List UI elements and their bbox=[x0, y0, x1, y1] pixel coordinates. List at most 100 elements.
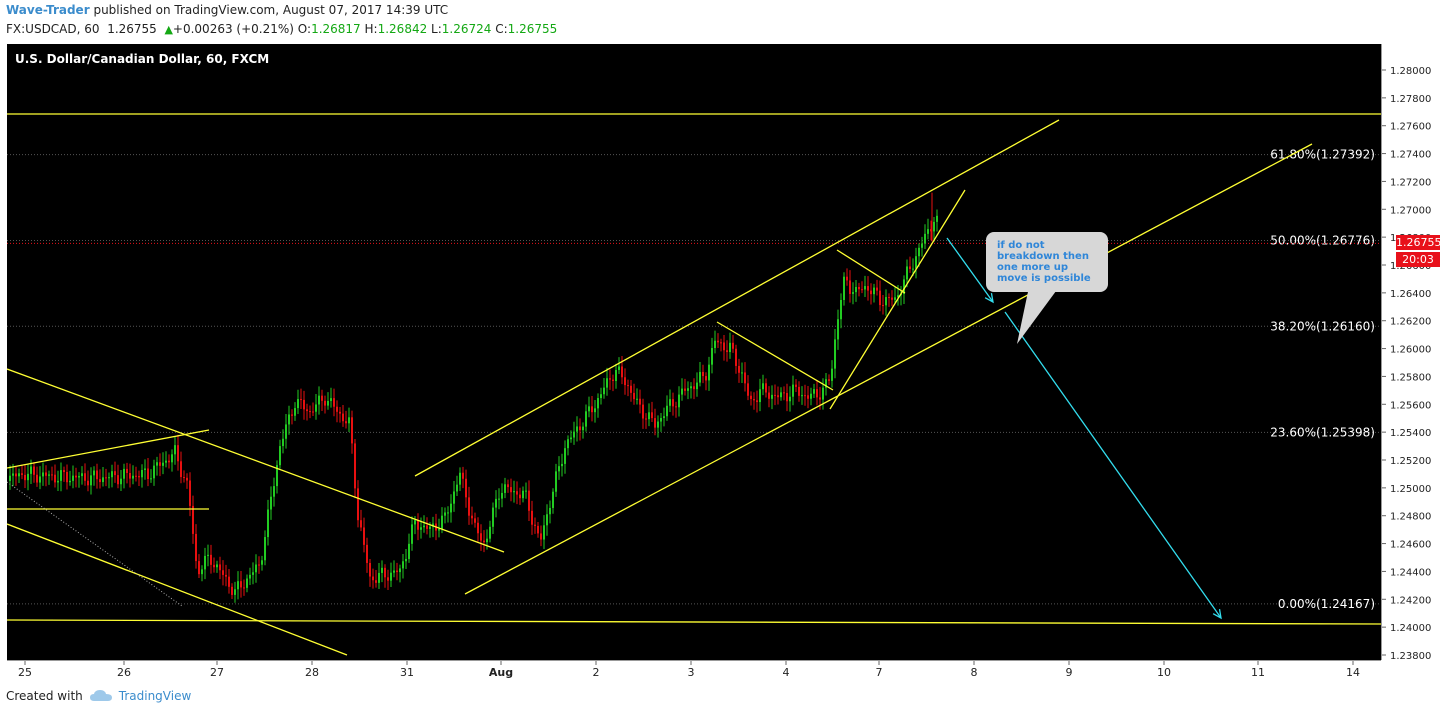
candle-body bbox=[687, 388, 689, 391]
flag-top-line bbox=[836, 249, 906, 294]
candle-body bbox=[627, 385, 629, 387]
candle-body bbox=[183, 477, 185, 479]
candle-body bbox=[369, 562, 371, 577]
candle-body bbox=[12, 473, 14, 476]
price-axis[interactable]: 1.28000 1.27800 1.27600 1.27400 1.27200 1.270… bbox=[1381, 44, 1440, 662]
candle-body bbox=[894, 297, 896, 300]
candle-body bbox=[390, 572, 392, 581]
projection-arrow-short-head bbox=[984, 293, 994, 304]
candle-body bbox=[612, 379, 614, 382]
candle-body bbox=[498, 498, 500, 500]
candle-body bbox=[834, 339, 836, 369]
time-tick-label: 11 bbox=[1251, 666, 1265, 679]
candle-body bbox=[189, 480, 191, 506]
candle-body bbox=[882, 305, 884, 307]
candle-body bbox=[15, 473, 17, 477]
projection-arrow-long-head bbox=[1212, 609, 1222, 620]
candle-body bbox=[735, 348, 737, 366]
candle-body bbox=[375, 580, 377, 583]
countdown-badge: 20:03 bbox=[1396, 252, 1440, 267]
candle-body bbox=[357, 488, 359, 521]
candle-body bbox=[873, 287, 875, 295]
candle-body bbox=[924, 233, 926, 244]
candle-body bbox=[420, 527, 422, 530]
open-value: 1.26817 bbox=[311, 22, 361, 36]
candle-body bbox=[291, 414, 293, 416]
candle-body bbox=[258, 564, 260, 566]
candle-body bbox=[378, 572, 380, 583]
tradingview-link[interactable]: TradingView bbox=[118, 689, 192, 703]
candle-body bbox=[690, 386, 692, 389]
candle-body bbox=[765, 383, 767, 393]
candle-body bbox=[198, 561, 200, 575]
candle-body bbox=[624, 377, 626, 386]
fib-level-label: 61.80%(1.27392) bbox=[1270, 148, 1375, 162]
candle-body bbox=[630, 385, 632, 393]
candle-body bbox=[729, 342, 731, 353]
candle-body bbox=[219, 564, 221, 571]
candle-body bbox=[705, 376, 707, 381]
candle-body bbox=[591, 406, 593, 413]
tradingview-cloud-icon bbox=[89, 690, 112, 701]
candle-body bbox=[822, 387, 824, 400]
candle-body bbox=[315, 404, 317, 412]
price-tick-label: 1.25200 bbox=[1390, 456, 1431, 467]
candle-body bbox=[285, 424, 287, 439]
candle-body bbox=[177, 445, 179, 462]
price-tick-label: 1.24000 bbox=[1390, 623, 1431, 634]
candle-body bbox=[666, 405, 668, 417]
candle-body bbox=[30, 466, 32, 474]
candle-body bbox=[384, 567, 386, 578]
candle-body bbox=[297, 399, 299, 409]
ascending-channel-bottom bbox=[464, 143, 1313, 595]
annotation-callout[interactable]: if do not breakdown then one more up mov… bbox=[986, 232, 1108, 344]
candle-body bbox=[90, 475, 92, 486]
candle-body bbox=[411, 524, 413, 544]
price-tick-label: 1.25400 bbox=[1390, 428, 1431, 439]
candle-body bbox=[639, 398, 641, 405]
candle-body bbox=[675, 406, 677, 408]
candle-body bbox=[351, 417, 353, 444]
wedge-top-line bbox=[716, 321, 834, 391]
candle-body bbox=[678, 394, 680, 408]
candle-body bbox=[672, 399, 674, 407]
candle-body bbox=[534, 524, 536, 526]
time-axis-ticks: 25 26 27 28 31 Aug 2 3 4 7 8 9 10 11 14 bbox=[18, 661, 1360, 679]
candle-body bbox=[429, 526, 431, 529]
candle-body bbox=[150, 478, 152, 480]
candle-body bbox=[798, 386, 800, 396]
candle-body bbox=[372, 576, 374, 581]
candle-body bbox=[831, 368, 833, 381]
candle-body bbox=[456, 484, 458, 492]
candle-body bbox=[24, 474, 26, 481]
price-tick-label: 1.24600 bbox=[1390, 540, 1431, 551]
candle-body bbox=[180, 461, 182, 478]
time-tick-label: 28 bbox=[305, 666, 319, 679]
candle-body bbox=[282, 438, 284, 447]
candle-body bbox=[618, 366, 620, 370]
price-tick-label: 1.27000 bbox=[1390, 205, 1431, 216]
candle-body bbox=[99, 479, 101, 483]
time-tick-label: 10 bbox=[1157, 666, 1171, 679]
price-tick-label: 1.27600 bbox=[1390, 122, 1431, 133]
candle-body bbox=[726, 350, 728, 353]
candle-body bbox=[105, 477, 107, 479]
candle-body bbox=[702, 371, 704, 377]
candle-body bbox=[708, 364, 710, 381]
candle-body bbox=[123, 468, 125, 479]
price-tick-label: 1.24400 bbox=[1390, 567, 1431, 578]
candle-body bbox=[897, 295, 899, 298]
candle-body bbox=[759, 389, 761, 403]
projection-arrow-short bbox=[946, 237, 994, 303]
chart-pane[interactable]: 61.80%(1.27392) 50.00%(1.26776) 38.20%(1.2… bbox=[7, 44, 1381, 660]
price-tick-label: 1.27800 bbox=[1390, 94, 1431, 105]
candle-body bbox=[606, 378, 608, 388]
candle-body bbox=[168, 460, 170, 463]
time-tick-label: 26 bbox=[117, 666, 131, 679]
time-axis[interactable]: 25 26 27 28 31 Aug 2 3 4 7 8 9 10 11 14 bbox=[7, 660, 1381, 680]
author-link[interactable]: Wave-Trader bbox=[6, 3, 90, 17]
candle-body bbox=[243, 587, 245, 589]
candle-body bbox=[96, 470, 98, 480]
candle-body bbox=[756, 400, 758, 403]
candle-body bbox=[513, 491, 515, 493]
